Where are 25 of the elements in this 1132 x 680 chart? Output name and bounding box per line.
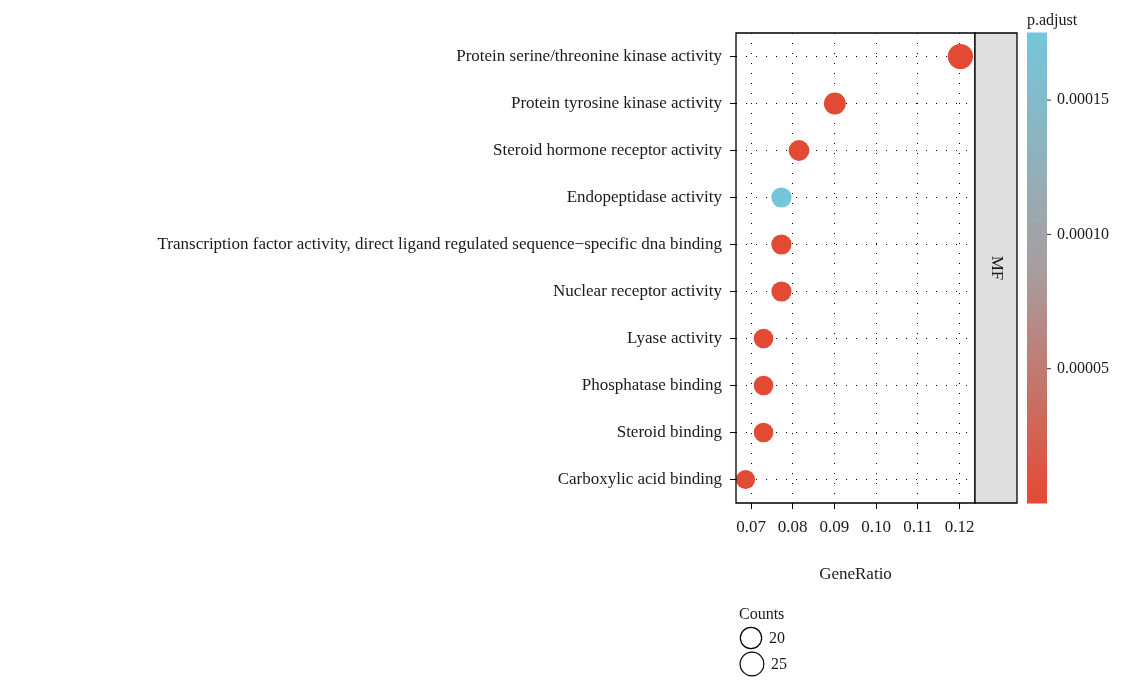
x-tick-label: 0.11 <box>903 516 933 536</box>
legend-label: 25 <box>771 654 787 672</box>
color-bar-label: 0.00005 <box>1057 358 1109 376</box>
y-tick-label: Steroid binding <box>616 421 723 441</box>
x-tick-label: 0.10 <box>861 516 892 536</box>
y-tick-label: Protein serine/threonine kinase activity <box>456 45 723 65</box>
y-tick-label: Protein tyrosine kinase activity <box>510 92 723 112</box>
y-tick-label: Transcription factor activity, direct ligand regulated sequence−specific dna binding <box>157 233 723 253</box>
text: MF <box>987 255 1007 281</box>
x-tick-label: 0.09 <box>819 516 850 536</box>
y-tick-label: Lyase activity <box>627 327 723 347</box>
legend-title: Counts <box>739 605 786 622</box>
y-tick-label: Nuclear receptor activity <box>553 280 723 300</box>
color-bar-label: 0.00015 <box>1057 90 1109 108</box>
color-bar-title: p.adjust <box>1027 11 1078 30</box>
y-tick-label: Carboxylic acid binding <box>557 468 723 488</box>
x-tick-label: 0.12 <box>944 516 975 536</box>
x-axis-title: GeneRatio <box>819 564 892 584</box>
y-tick-label: Phosphatase binding <box>581 374 723 394</box>
y-tick-label: Steroid hormone receptor activity <box>493 139 723 159</box>
y-tick-label: Endopeptidase activity <box>566 186 723 206</box>
legend-label: 20 <box>769 628 785 646</box>
x-tick-label: 0.07 <box>736 516 767 536</box>
x-tick-label: 0.08 <box>777 516 808 536</box>
color-bar-label: 0.00010 <box>1057 224 1109 242</box>
